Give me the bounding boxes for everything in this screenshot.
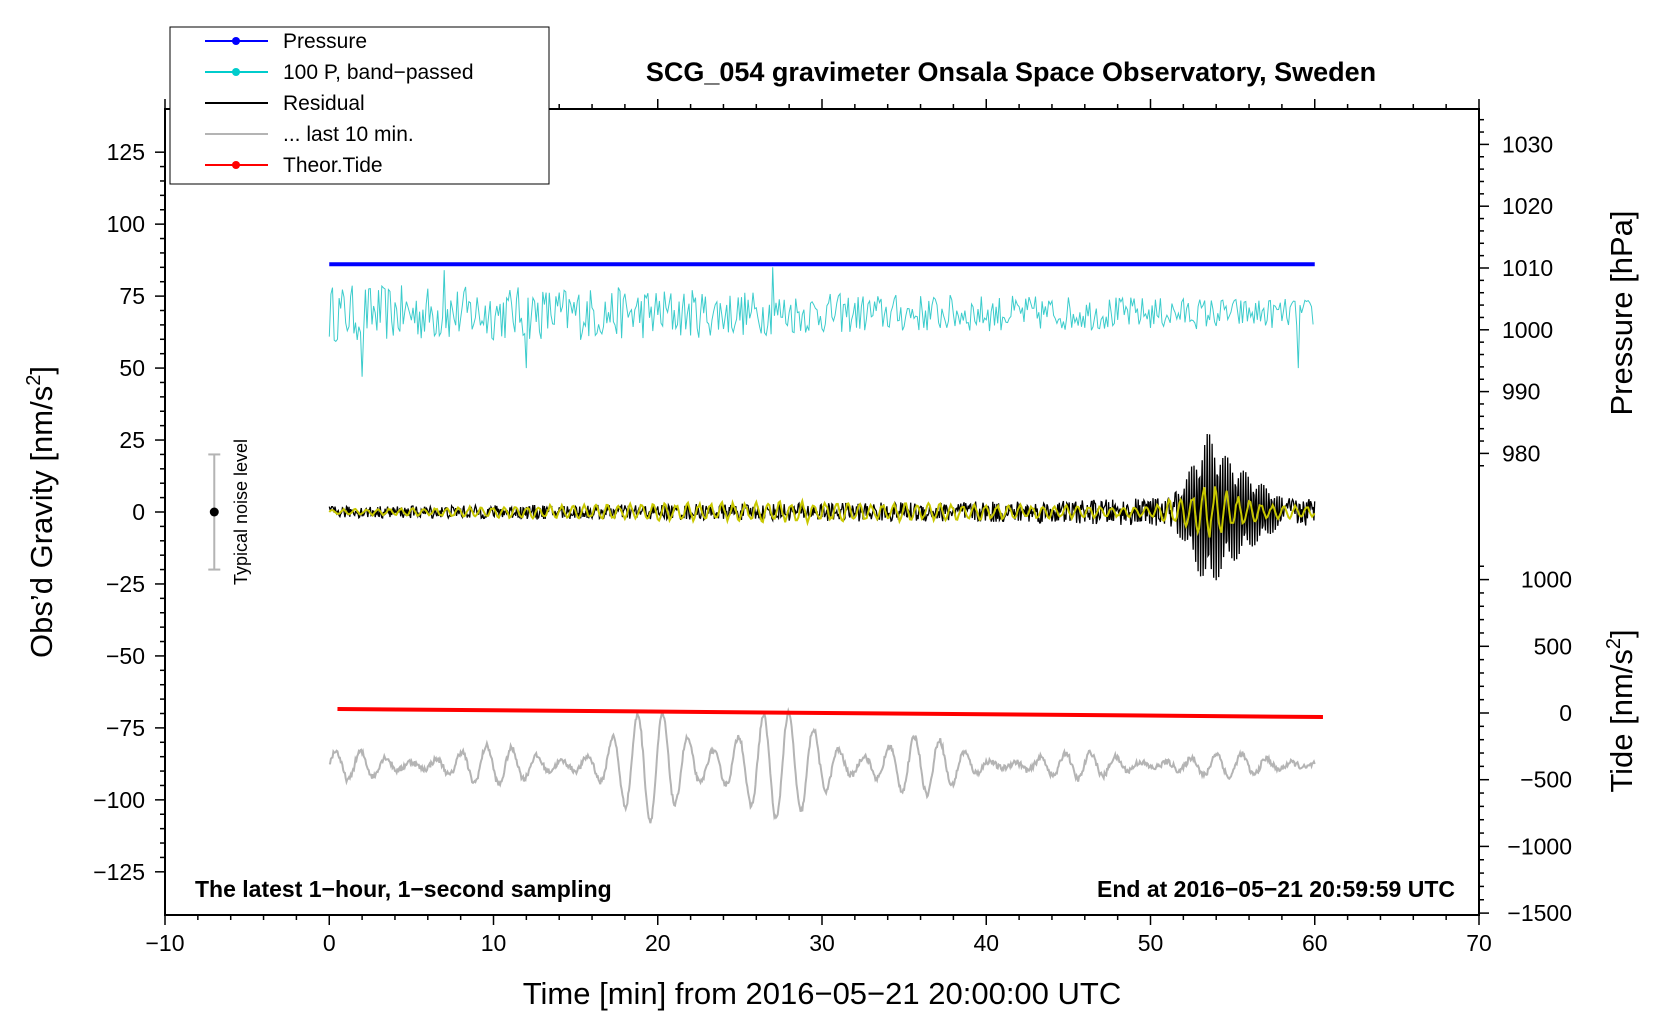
- pressure-axis-ticks: 1030 1020 1010 1000 990 980: [1479, 118, 1553, 467]
- x-tick-label: 10: [481, 930, 507, 956]
- x-tick-label: −10: [145, 930, 184, 956]
- tide-axis-title-sup: 2: [1603, 638, 1625, 649]
- tide-axis-title-main: Tide [nm/s: [1604, 649, 1639, 793]
- y-tick-label: 75: [119, 283, 145, 309]
- y-tick-label: −75: [106, 715, 145, 741]
- tide-tick-label: −500: [1520, 767, 1572, 793]
- noise-level-label: Typical noise level: [231, 439, 251, 585]
- legend-swatch-marker: [232, 68, 240, 76]
- legend-label: ... last 10 min.: [283, 123, 414, 146]
- y-tick-label: 25: [119, 427, 145, 453]
- tide-tick-label: 0: [1559, 700, 1572, 726]
- x-axis-title: Time [min] from 2016−05−21 20:00:00 UTC: [523, 976, 1122, 1011]
- band-passed-series-line: [328, 267, 1314, 377]
- x-tick-label: 60: [1302, 930, 1328, 956]
- tide-axis-ticks: 1000 500 0 −500 −1000 −1500: [1479, 565, 1572, 926]
- y-tick-label: −100: [93, 787, 145, 813]
- x-tick-label: 20: [645, 930, 671, 956]
- pressure-tick-label: 990: [1502, 379, 1540, 405]
- legend-swatch-marker: [232, 37, 240, 45]
- pressure-tick-label: 1000: [1502, 317, 1553, 343]
- y-axis-title-sup: 2: [23, 375, 45, 386]
- pressure-tick-label: 1030: [1502, 131, 1553, 157]
- y-tick-label: −125: [93, 859, 145, 885]
- tide-series-line: [337, 706, 1323, 720]
- x-tick-label: 50: [1138, 930, 1164, 956]
- last-10-min-series-line: [328, 706, 1316, 824]
- tide-tick-label: −1000: [1507, 833, 1572, 859]
- y-axis-ticks: 125 100 75 50 25 0 −25 −50 −75 −100 −125: [93, 139, 165, 885]
- x-tick-label: 40: [973, 930, 999, 956]
- pressure-axis-title: Pressure [hPa]: [1604, 210, 1639, 415]
- legend-label: 100 P, band−passed: [283, 61, 474, 84]
- y-tick-label: 125: [107, 139, 145, 165]
- chart-title: SCG_054 gravimeter Onsala Space Observat…: [646, 57, 1376, 87]
- end-time-note: End at 2016−05−21 20:59:59 UTC: [1097, 876, 1455, 902]
- y-tick-label: −25: [106, 571, 145, 597]
- pressure-tick-label: 1010: [1502, 255, 1553, 281]
- sampling-note: The latest 1−hour, 1−second sampling: [195, 876, 612, 902]
- tide-tick-label: −1500: [1507, 900, 1572, 926]
- y-tick-label: 0: [132, 499, 145, 525]
- y-axis-title-main: Obs’d Gravity [nm/s: [24, 386, 59, 658]
- y-axis-title: Obs’d Gravity [nm/s2]: [23, 366, 59, 658]
- pressure-tick-label: 1020: [1502, 193, 1553, 219]
- noise-level-bar: [208, 453, 221, 571]
- y-axis-title-close: ]: [24, 366, 59, 375]
- tide-axis-title-close: ]: [1604, 629, 1639, 638]
- pressure-tick-label: 980: [1502, 440, 1540, 466]
- tide-tick-label: 1000: [1521, 567, 1572, 593]
- legend-items: Pressure 100 P, band−passed Residual ... la…: [205, 30, 474, 177]
- legend-label: Residual: [283, 92, 365, 115]
- legend-swatch-marker: [232, 161, 240, 169]
- tide-axis-title: Tide [nm/s2]: [1603, 629, 1639, 792]
- y-tick-label: 50: [119, 355, 145, 381]
- x-tick-label: 70: [1466, 930, 1492, 956]
- tide-tick-label: 500: [1534, 633, 1572, 659]
- series-layer: [328, 262, 1323, 824]
- legend-box: [169, 26, 550, 185]
- x-axis-ticks: −10 0 10 20 30 40 50 60 70: [145, 99, 1492, 956]
- noise-bar-center-dot: [209, 507, 219, 517]
- smoothed-residual-series-line: [328, 486, 1316, 538]
- legend-label: Pressure: [283, 30, 367, 53]
- legend-label: Theor.Tide: [283, 154, 383, 177]
- y-tick-label: 100: [107, 211, 145, 237]
- x-tick-label: 0: [323, 930, 336, 956]
- x-tick-label: 30: [809, 930, 835, 956]
- y-tick-label: −50: [106, 643, 145, 669]
- legend: Pressure 100 P, band−passed Residual ... la…: [169, 26, 550, 185]
